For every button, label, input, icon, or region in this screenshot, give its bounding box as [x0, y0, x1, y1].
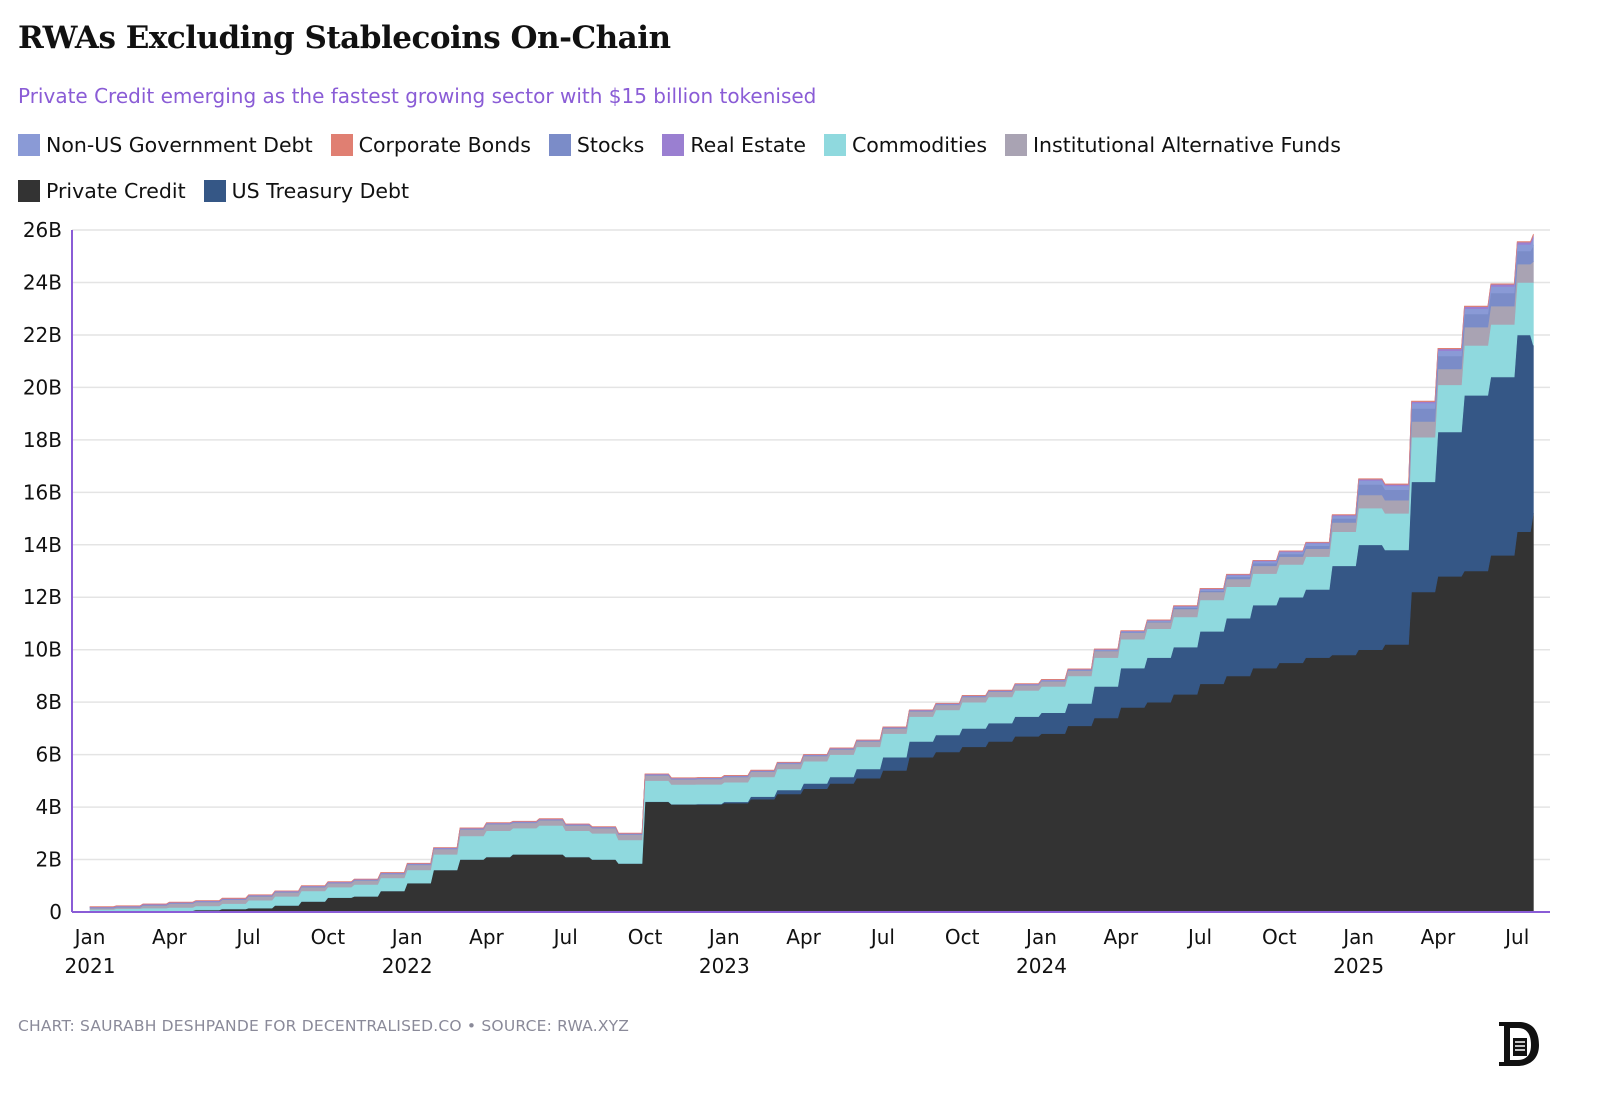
legend-item: Real Estate: [662, 132, 806, 158]
x-tick-label: Jan: [73, 925, 106, 949]
legend-label: Institutional Alternative Funds: [1033, 133, 1341, 157]
y-tick-label: 18B: [23, 428, 62, 452]
x-tick-label: Jul: [1186, 925, 1212, 949]
x-tick-label: Jan: [390, 925, 423, 949]
x-tick-year: 2023: [699, 954, 750, 978]
legend-label: Corporate Bonds: [358, 133, 531, 157]
x-tick-year: 2021: [65, 954, 116, 978]
x-tick-label: Apr: [469, 925, 504, 949]
legend-swatch: [330, 134, 353, 156]
chart-source-footer: CHART: SAURABH DESHPANDE FOR DECENTRALIS…: [18, 1017, 630, 1035]
x-tick-label: Jul: [869, 925, 895, 949]
x-tick-label: Apr: [1421, 925, 1456, 949]
y-tick-label: 24B: [23, 270, 62, 294]
y-tick-label: 8B: [36, 690, 62, 714]
x-tick-label: Apr: [786, 925, 821, 949]
area-corporate-bonds: [89, 233, 1534, 908]
legend-swatch: [823, 134, 846, 156]
stacked-area-chart: 0 2B 4B 6B 8B 10B 12B 14B 16B 18B 20B 22B 24B 26B Jan 2…: [23, 218, 1550, 978]
legend-label: Non-US Government Debt: [46, 133, 313, 157]
legend-swatch: [1005, 134, 1028, 156]
legend-item: Private Credit: [18, 178, 186, 204]
y-tick-label: 12B: [23, 585, 62, 609]
legend-swatch: [18, 180, 40, 202]
x-tick-label: Jan: [1024, 925, 1057, 949]
legend: Non-US Government Debt Corporate Bonds Sto…: [18, 132, 1538, 204]
x-tick-label: Jul: [1503, 925, 1529, 949]
chart-subtitle: Private Credit emerging as the fastest g…: [18, 84, 817, 108]
y-tick-label: 14B: [23, 533, 62, 557]
legend-label: US Treasury Debt: [231, 179, 410, 203]
x-tick-label: Oct: [945, 925, 980, 949]
legend-item: US Treasury Debt: [203, 178, 410, 204]
legend-item: Corporate Bonds: [330, 132, 531, 158]
legend-label: Private Credit: [46, 179, 186, 203]
y-tick-label: 6B: [36, 743, 62, 767]
x-tick-label: Oct: [311, 925, 346, 949]
legend-item: Commodities: [823, 132, 988, 158]
y-tick-label: 4B: [36, 795, 62, 819]
x-tick-year: 2025: [1333, 954, 1384, 978]
decentralised-logo-icon: [1499, 1022, 1539, 1066]
legend-item: Stocks: [548, 132, 645, 158]
x-tick-year: 2022: [382, 954, 433, 978]
y-tick-label: 2B: [36, 848, 62, 872]
legend-label: Stocks: [576, 133, 645, 157]
chart-title: RWAs Excluding Stablecoins On-Chain: [18, 20, 671, 56]
x-tick-label: Oct: [628, 925, 663, 949]
legend-swatch: [548, 134, 571, 156]
y-tick-label: 20B: [23, 375, 62, 399]
legend-swatch: [662, 134, 685, 156]
legend-swatch: [18, 134, 40, 156]
legend-label: Real Estate: [690, 133, 806, 157]
legend-item: Institutional Alternative Funds: [1005, 132, 1341, 158]
x-tick-year: 2024: [1016, 954, 1067, 978]
y-tick-label: 16B: [23, 480, 62, 504]
y-tick-label: 10B: [23, 638, 62, 662]
legend-item: Non-US Government Debt: [18, 132, 313, 158]
y-tick-label: 22B: [23, 323, 62, 347]
x-tick-label: Apr: [1103, 925, 1138, 949]
legend-label: Commodities: [851, 133, 988, 157]
x-tick-label: Jul: [235, 925, 261, 949]
x-tick-label: Apr: [152, 925, 187, 949]
x-tick-label: Jan: [707, 925, 740, 949]
y-tick-label: 26B: [23, 218, 62, 242]
x-tick-label: Jan: [1341, 925, 1374, 949]
x-tick-label: Oct: [1262, 925, 1297, 949]
y-tick-label: 0: [49, 900, 62, 924]
x-tick-label: Jul: [552, 925, 578, 949]
legend-swatch: [203, 180, 226, 202]
